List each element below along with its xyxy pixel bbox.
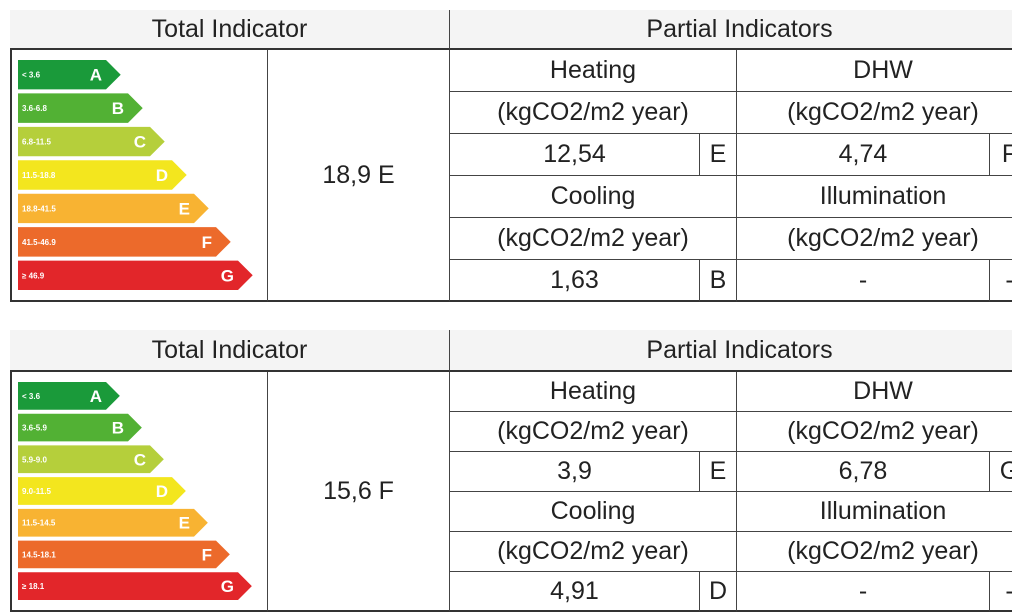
scale-arrow xyxy=(18,382,120,410)
scale-grade: A xyxy=(90,66,102,85)
scale-grade: E xyxy=(179,199,190,218)
scale-arrow xyxy=(18,60,121,90)
partial-value: 4,91 xyxy=(450,572,700,612)
scale-arrow xyxy=(18,260,253,290)
scale-range: 14.5-18.1 xyxy=(22,550,56,559)
header-partial: Partial Indicators xyxy=(450,10,1012,50)
partial-grade: G xyxy=(990,452,1012,492)
partial-value: 6,78 xyxy=(737,452,990,492)
scale-grade: G xyxy=(221,577,234,596)
scale-range: ≥ 18.1 xyxy=(22,582,45,591)
scale-arrow xyxy=(18,540,230,569)
scale-range: 41.5-46.9 xyxy=(22,238,56,247)
scale-range: 6.8-11.5 xyxy=(22,138,51,147)
partial-grade: E xyxy=(700,134,737,176)
scale-arrow xyxy=(18,227,231,257)
partial-grade: B xyxy=(700,260,737,302)
partial-unit: (kgCO2/m2 year) xyxy=(450,92,737,134)
partial-name: Cooling xyxy=(450,492,737,532)
partial-value: 4,74 xyxy=(737,134,990,176)
partial-grade: D xyxy=(700,572,737,612)
partial-value: - xyxy=(737,572,990,612)
partial-unit: (kgCO2/m2 year) xyxy=(737,92,1012,134)
partial-name: Heating xyxy=(450,50,737,92)
partial-name: DHW xyxy=(737,50,1012,92)
scale-grade: B xyxy=(112,419,124,438)
scale-grade: G xyxy=(221,266,234,285)
energy-scale: < 3.6 A 3.6-6.8 B 6.8-11.5 C 11.5-18.8 D 18.8-41… xyxy=(10,50,268,302)
scale-graphic: < 3.6 A 3.6-6.8 B 6.8-11.5 C 11.5-18.8 D 18.8-41… xyxy=(18,60,253,290)
total-value: 15,6 F xyxy=(268,372,450,612)
scale-arrow xyxy=(18,93,143,123)
energy-scale: < 3.6 A 3.6-5.9 B 5.9-9.0 C 9.0-11.5 D 11.5-14.5… xyxy=(10,372,268,612)
scale-arrow xyxy=(18,572,252,600)
partial-unit: (kgCO2/m2 year) xyxy=(737,412,1012,452)
partial-value: 12,54 xyxy=(450,134,700,176)
partial-name: Heating xyxy=(450,372,737,412)
scale-grade: D xyxy=(156,482,168,501)
scale-range: < 3.6 xyxy=(22,392,41,401)
header-total: Total Indicator xyxy=(10,330,450,372)
partial-grade: E xyxy=(700,452,737,492)
scale-range: < 3.6 xyxy=(22,71,41,80)
scale-range: 3.6-5.9 xyxy=(22,424,47,433)
partial-unit: (kgCO2/m2 year) xyxy=(450,412,737,452)
partial-grade: - xyxy=(990,260,1012,302)
partial-unit: (kgCO2/m2 year) xyxy=(450,532,737,572)
scale-arrow xyxy=(18,193,209,224)
scale-range: ≥ 46.9 xyxy=(22,271,45,280)
partial-grade: - xyxy=(990,572,1012,612)
scale-range: 11.5-14.5 xyxy=(22,519,56,528)
partial-name: DHW xyxy=(737,372,1012,412)
header-total: Total Indicator xyxy=(10,10,450,50)
scale-grade: E xyxy=(179,514,190,533)
total-value: 18,9 E xyxy=(268,50,450,302)
scale-arrow xyxy=(18,126,165,157)
partial-name: Illumination xyxy=(737,492,1012,532)
partial-unit: (kgCO2/m2 year) xyxy=(737,532,1012,572)
scale-range: 5.9-9.0 xyxy=(22,455,47,464)
scale-grade: A xyxy=(90,387,102,406)
scale-arrow xyxy=(18,160,187,190)
partial-name: Illumination xyxy=(737,176,1012,218)
scale-graphic: < 3.6 A 3.6-5.9 B 5.9-9.0 C 9.0-11.5 D 11.5-14.5… xyxy=(18,382,252,600)
header-partial: Partial Indicators xyxy=(450,330,1012,372)
partial-grade: F xyxy=(990,134,1012,176)
scale-grade: C xyxy=(134,133,146,152)
scale-arrow xyxy=(18,477,186,505)
scale-range: 18.8-41.5 xyxy=(22,204,56,213)
partial-unit: (kgCO2/m2 year) xyxy=(450,218,737,260)
scale-arrow xyxy=(18,413,142,442)
scale-grade: D xyxy=(156,166,168,185)
scale-grade: C xyxy=(134,450,146,469)
scale-arrow xyxy=(18,508,208,537)
scale-grade: B xyxy=(112,99,124,118)
scale-arrow xyxy=(18,445,164,474)
scale-grade: F xyxy=(202,233,212,252)
partial-value: - xyxy=(737,260,990,302)
partial-name: Cooling xyxy=(450,176,737,218)
partial-unit: (kgCO2/m2 year) xyxy=(737,218,1012,260)
scale-range: 3.6-6.8 xyxy=(22,104,47,113)
partial-value: 3,9 xyxy=(450,452,700,492)
scale-grade: F xyxy=(202,545,212,564)
scale-range: 11.5-18.8 xyxy=(22,171,56,180)
scale-range: 9.0-11.5 xyxy=(22,487,51,496)
partial-value: 1,63 xyxy=(450,260,700,302)
